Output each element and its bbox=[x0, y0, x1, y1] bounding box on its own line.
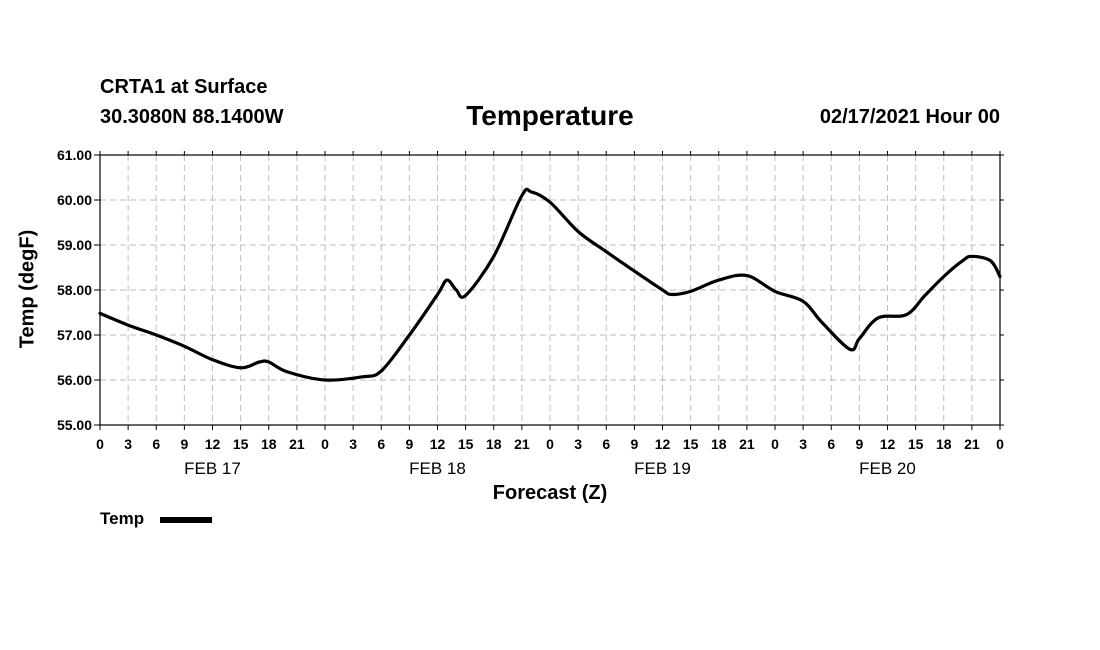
x-tick-label: 9 bbox=[405, 436, 413, 452]
x-tick-label: 9 bbox=[180, 436, 188, 452]
x-tick-label: 12 bbox=[655, 436, 671, 452]
station-label: CRTA1 at Surface bbox=[100, 76, 268, 98]
x-tick-label: 0 bbox=[96, 436, 104, 452]
x-tick-label: 21 bbox=[739, 436, 755, 452]
y-tick-label: 57.00 bbox=[57, 327, 92, 343]
x-tick-label: 18 bbox=[711, 436, 727, 452]
x-tick-label: 21 bbox=[514, 436, 530, 452]
y-tick-label: 61.00 bbox=[57, 147, 92, 163]
tick-labels: 55.00 56.00 57.00 58.00 59.00 60.00 61.00 0 3 6 9 1… bbox=[57, 147, 1004, 478]
y-tick-label: 60.00 bbox=[57, 192, 92, 208]
x-tick-label: 9 bbox=[630, 436, 638, 452]
x-tick-label: 15 bbox=[683, 436, 699, 452]
x-tick-label: 21 bbox=[289, 436, 305, 452]
x-tick-label: 6 bbox=[152, 436, 160, 452]
x-tick-label: 0 bbox=[771, 436, 779, 452]
x-tick-label: 18 bbox=[261, 436, 277, 452]
datetime-label: 02/17/2021 Hour 00 bbox=[819, 106, 1000, 128]
x-tick-label: 15 bbox=[458, 436, 474, 452]
grid-lines bbox=[100, 155, 1000, 425]
coordinates-label: 30.3080N 88.1400W bbox=[100, 106, 284, 128]
axis-ticks bbox=[94, 151, 1004, 430]
x-tick-label: 12 bbox=[880, 436, 896, 452]
x-tick-label: 15 bbox=[233, 436, 249, 452]
x-axis-label: Forecast (Z) bbox=[492, 482, 608, 504]
x-tick-label: 3 bbox=[349, 436, 357, 452]
series-layer bbox=[98, 187, 1002, 382]
x-tick-label: 3 bbox=[574, 436, 582, 452]
x-tick-label: 0 bbox=[321, 436, 329, 452]
x-tick-label: 9 bbox=[855, 436, 863, 452]
y-tick-label: 56.00 bbox=[57, 372, 92, 388]
x-tick-label: 0 bbox=[996, 436, 1004, 452]
legend-label: Temp bbox=[100, 509, 145, 528]
day-label: FEB 18 bbox=[409, 459, 466, 478]
legend-swatch bbox=[160, 517, 212, 523]
y-tick-label: 59.00 bbox=[57, 237, 92, 253]
x-tick-label: 6 bbox=[827, 436, 835, 452]
chart-title: Temperature bbox=[466, 100, 634, 131]
x-tick-label: 21 bbox=[964, 436, 980, 452]
x-tick-label: 0 bbox=[546, 436, 554, 452]
temp-series-line bbox=[98, 187, 1002, 382]
x-tick-label: 12 bbox=[430, 436, 446, 452]
x-tick-label: 12 bbox=[205, 436, 221, 452]
y-tick-label: 58.00 bbox=[57, 282, 92, 298]
day-label: FEB 20 bbox=[859, 459, 916, 478]
x-tick-label: 6 bbox=[377, 436, 385, 452]
day-label: FEB 19 bbox=[634, 459, 691, 478]
x-tick-label: 3 bbox=[799, 436, 807, 452]
y-tick-label: 55.00 bbox=[57, 417, 92, 433]
x-tick-label: 6 bbox=[602, 436, 610, 452]
x-tick-label: 18 bbox=[936, 436, 952, 452]
day-label: FEB 17 bbox=[184, 459, 241, 478]
x-tick-label: 18 bbox=[486, 436, 502, 452]
x-tick-label: 3 bbox=[124, 436, 132, 452]
x-tick-label: 15 bbox=[908, 436, 924, 452]
